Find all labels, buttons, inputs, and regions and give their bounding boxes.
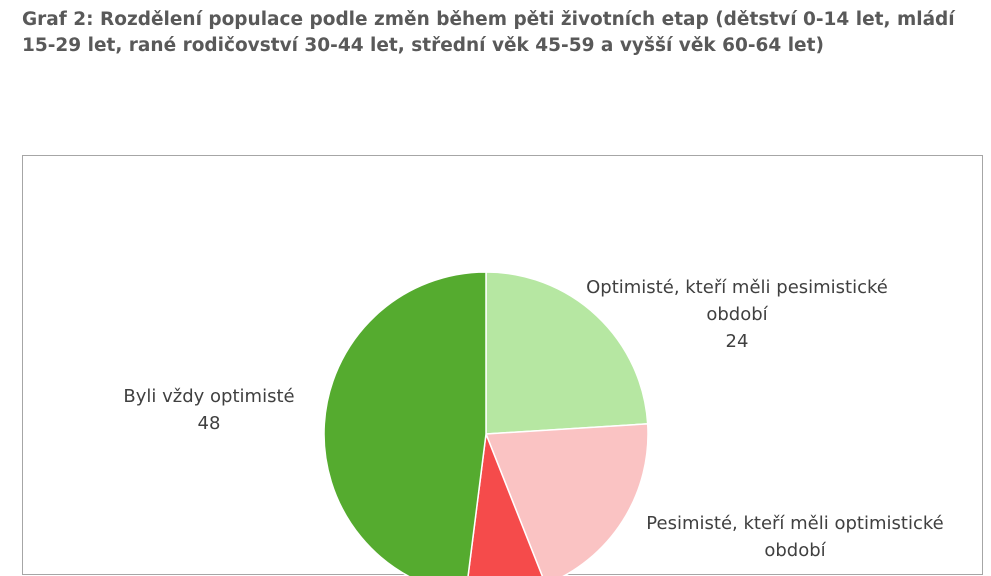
- pie-slice-always-optimists: [323, 271, 487, 576]
- label-optimists-value: 24: [725, 331, 749, 352]
- label-always-optimists-line-1: Byli vždy optimisté: [123, 386, 295, 407]
- chart-area: Optimisté, kteří měli pesimistické obdob…: [22, 155, 983, 576]
- label-pessimists-line-2: období: [764, 540, 826, 561]
- label-pessimists-with-optimistic-period: Pesimisté, kteří měli optimistické obdob…: [646, 510, 943, 564]
- label-optimists-line-1: Optimisté, kteří měli pesimistické: [586, 277, 888, 298]
- label-optimists-line-2: období: [706, 304, 768, 325]
- label-optimists-with-pessimistic-period: Optimisté, kteří měli pesimistické obdob…: [586, 274, 888, 355]
- label-always-optimists: Byli vždy optimisté 48: [123, 383, 294, 437]
- pie-chart: [323, 271, 649, 576]
- chart-title-line-2: 15-29 let, rané rodičovství 30-44 let, s…: [22, 35, 824, 56]
- label-pessimists-line-1: Pesimisté, kteří měli optimistické: [646, 513, 944, 534]
- label-always-optimists-value: 48: [197, 413, 221, 434]
- pie-slice-optimists-with-pessimistic-period: [485, 271, 649, 435]
- chart-title: Graf 2: Rozdělení populace podle změn bě…: [22, 7, 972, 59]
- chart-title-line-1: Graf 2: Rozdělení populace podle změn bě…: [22, 9, 955, 30]
- pie-slice-pessimists: [467, 433, 544, 576]
